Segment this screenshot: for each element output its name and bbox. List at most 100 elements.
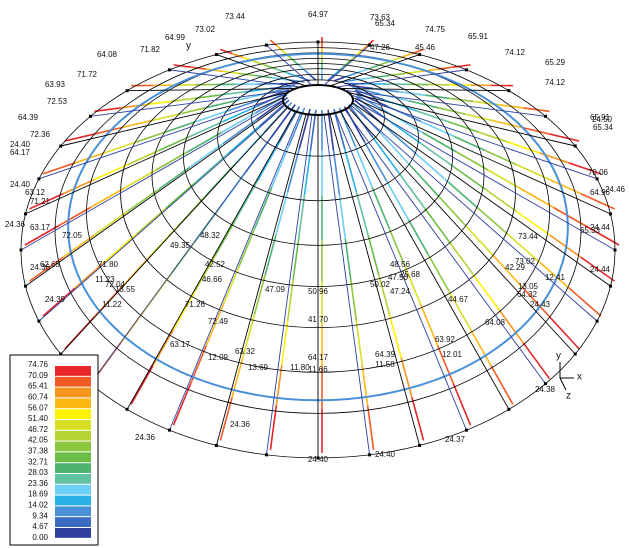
value-label: 24.36 — [5, 220, 26, 229]
legend-label: 28.03 — [28, 468, 49, 477]
value-label: 41.70 — [308, 315, 329, 324]
value-label: 64.97 — [308, 10, 329, 19]
legend-swatch — [55, 474, 91, 484]
diagram-line — [386, 118, 422, 145]
legend-label: 51.40 — [28, 414, 49, 423]
diagram-line — [93, 163, 128, 181]
value-label: 73.44 — [225, 12, 246, 21]
rib — [352, 96, 611, 215]
legend-swatch — [55, 387, 91, 398]
legend-swatch — [55, 528, 91, 538]
diagram-line — [519, 187, 554, 209]
node — [37, 177, 41, 181]
diagram-line — [454, 135, 486, 152]
node — [168, 68, 171, 72]
diagram-line — [189, 142, 224, 168]
diagram-line — [383, 125, 417, 155]
value-labels: 64.97 73.44 73.02 64.99 71.82 64.08 71.72 63.93… — [5, 10, 626, 464]
diagram-line — [58, 206, 91, 227]
diagram-line — [549, 179, 582, 195]
value-label: 70.06 — [588, 168, 609, 177]
legend-swatch — [55, 484, 91, 495]
rib — [38, 94, 286, 180]
node — [595, 177, 599, 181]
legend-swatch — [55, 452, 91, 463]
value-label: 71.82 — [140, 45, 161, 54]
rib — [335, 69, 467, 88]
diagram-line — [424, 94, 450, 100]
diagram-line — [364, 141, 388, 182]
node — [19, 248, 23, 252]
value-label: 47.09 — [265, 285, 286, 294]
diagram-line — [400, 357, 413, 398]
node — [368, 43, 372, 47]
value-label: 63.32 — [235, 347, 256, 356]
rib — [323, 114, 371, 455]
diagram-line — [298, 108, 311, 150]
diagram-line — [485, 188, 517, 213]
value-label: 63.17 — [30, 223, 51, 232]
value-label: 71.26 — [185, 300, 206, 309]
diagram-line — [361, 44, 369, 51]
diagram-line — [287, 72, 300, 78]
value-label: 63.92 — [435, 335, 456, 344]
diagram-line — [297, 194, 306, 240]
diagram-line — [549, 316, 580, 350]
rib — [20, 99, 284, 251]
legend-swatch — [55, 495, 91, 506]
diagram-line — [448, 290, 472, 331]
rib — [350, 94, 598, 180]
diagram-line — [190, 66, 207, 70]
value-label: 24.44 — [590, 265, 611, 274]
diagram-line — [254, 60, 266, 66]
diagram-line — [264, 64, 277, 70]
diagram-line — [189, 120, 224, 138]
value-label: 74.75 — [425, 25, 446, 34]
value-label: 64.32 — [517, 290, 538, 299]
value-label: 48.32 — [200, 231, 221, 240]
diagram-line — [515, 210, 551, 236]
diagram-line — [227, 99, 260, 112]
diagram-line — [415, 153, 449, 183]
diagram-line — [187, 131, 222, 153]
value-label: 65.33 — [580, 226, 601, 235]
diagram-line — [195, 153, 229, 183]
diagram-line — [286, 279, 294, 321]
legend-swatch — [55, 376, 91, 387]
rib — [25, 102, 284, 287]
diagram-line — [90, 187, 125, 209]
diagram-line — [385, 180, 410, 221]
legend-swatch — [55, 366, 91, 376]
diagram-line — [172, 290, 196, 331]
diagram-line — [371, 186, 391, 229]
node — [465, 68, 468, 72]
legend-label: 32.71 — [28, 457, 49, 466]
value-label: 24.39 — [45, 295, 66, 304]
diagram-line — [124, 169, 157, 189]
value-label: 11.58 — [375, 360, 395, 369]
diagram-line — [367, 234, 380, 275]
value-label: 74.12 — [545, 78, 566, 87]
diagram-line — [173, 64, 191, 68]
legend-swatch — [55, 463, 91, 473]
diagram-line — [490, 365, 514, 405]
value-label: 12.41 — [545, 273, 566, 282]
diagram-line — [130, 365, 154, 405]
node — [214, 53, 218, 57]
value-label: 24.36 — [30, 263, 51, 272]
value-label: 50.02 — [370, 280, 391, 289]
value-label: 11.22 — [102, 300, 122, 309]
node — [595, 319, 599, 323]
value-label: 63.17 — [170, 340, 191, 349]
diagram-line — [388, 314, 402, 358]
diagram-line — [150, 113, 179, 122]
legend-swatch — [55, 430, 91, 441]
node — [608, 212, 612, 216]
value-label: 73.63 — [370, 13, 391, 22]
node — [168, 428, 171, 432]
diagram-line — [344, 238, 352, 280]
rib — [340, 88, 509, 92]
diagram-line — [465, 225, 494, 256]
rib — [329, 54, 420, 87]
